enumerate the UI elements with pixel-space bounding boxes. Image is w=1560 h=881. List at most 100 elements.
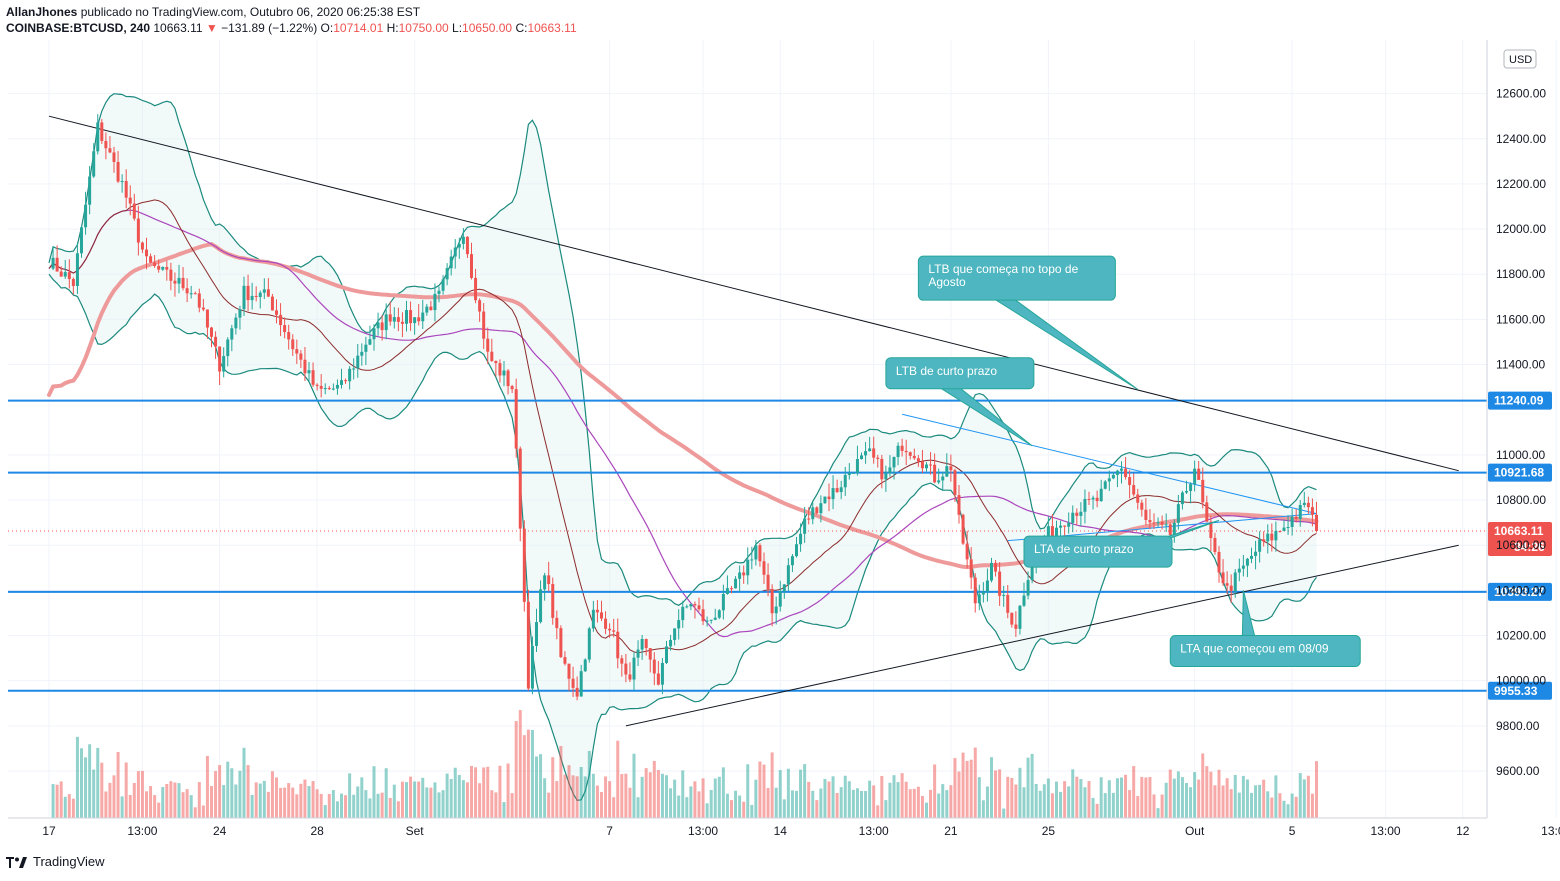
- candle-body: [1189, 484, 1193, 491]
- candle-body: [563, 657, 567, 664]
- candle-body: [1298, 505, 1302, 519]
- author-name[interactable]: AllanJhones: [6, 5, 78, 19]
- high-value: 10750.00: [398, 21, 449, 35]
- candle-body: [786, 565, 790, 585]
- volume-bar: [811, 790, 815, 818]
- candle-body: [482, 311, 486, 339]
- candle-body: [262, 289, 266, 293]
- candle-body: [595, 609, 599, 613]
- candle-body: [945, 466, 949, 477]
- candle-body: [583, 659, 587, 672]
- candle-body: [689, 603, 693, 607]
- volume-bar: [1014, 784, 1018, 818]
- candle-body: [254, 295, 258, 298]
- volume-bar: [88, 744, 92, 818]
- candle-body: [214, 336, 218, 347]
- close-label: C:: [515, 21, 528, 35]
- candle-body: [388, 314, 392, 322]
- candle-body: [413, 317, 417, 324]
- volume-bar: [1083, 787, 1087, 818]
- volume-bar: [482, 767, 486, 818]
- volume-bar: [441, 790, 445, 818]
- price-tick-label: 10200.00: [1496, 629, 1546, 643]
- tradingview-logo-icon: [6, 856, 27, 868]
- volume-bar: [717, 776, 721, 818]
- candle-body: [1164, 524, 1168, 526]
- level-label: 10393.27: [1494, 585, 1544, 599]
- candle-body: [1294, 516, 1298, 519]
- candle-body: [555, 617, 559, 629]
- volume-bar: [823, 778, 827, 818]
- volume-bar: [762, 764, 766, 818]
- candle-body: [888, 467, 892, 474]
- candle-body: [364, 344, 368, 352]
- grid-lines: [8, 40, 1557, 818]
- candle-body: [299, 353, 303, 360]
- candle-body: [1213, 538, 1217, 552]
- candle-body: [925, 464, 928, 469]
- volume-bar: [734, 790, 738, 818]
- volume-bar: [218, 765, 222, 818]
- volume-bar: [474, 767, 478, 818]
- volume-bar: [1002, 808, 1006, 818]
- candle-body: [100, 122, 104, 141]
- candle-body: [543, 575, 547, 590]
- level-label: 9955.33: [1494, 684, 1538, 698]
- candle-body: [624, 663, 628, 675]
- volume-bar: [803, 764, 807, 818]
- volume-bar: [571, 775, 575, 818]
- candle-body: [108, 148, 112, 153]
- candle-body: [189, 293, 193, 295]
- volume-bar: [1209, 771, 1213, 818]
- volume-bar: [1245, 779, 1249, 818]
- volume-bar: [754, 779, 758, 818]
- volume-bar: [429, 787, 433, 818]
- candle-body: [242, 285, 246, 310]
- time-tick-label: 7: [606, 824, 613, 838]
- volume-bar: [1306, 775, 1310, 818]
- volume-bar: [173, 782, 177, 818]
- volume-bar: [1254, 785, 1258, 818]
- volume-bar: [372, 766, 376, 818]
- level-tag: [1488, 463, 1552, 482]
- volume-bar: [847, 781, 851, 818]
- volume-bar: [246, 765, 250, 818]
- volume-bar: [1148, 776, 1152, 818]
- candle-body: [1315, 514, 1318, 531]
- volume-bar: [1229, 789, 1233, 818]
- candle-body: [400, 321, 404, 324]
- price-tick-label: 10800.00: [1496, 493, 1546, 507]
- candle-body: [311, 370, 315, 385]
- candle-body: [770, 588, 774, 614]
- candle-body: [185, 288, 189, 294]
- time-tick-label: 28: [310, 824, 324, 838]
- volume-bar: [360, 777, 364, 818]
- tradingview-logo[interactable]: TradingView: [6, 854, 105, 869]
- volume-bar: [189, 795, 193, 818]
- volume-bar: [1055, 781, 1058, 818]
- candle-body: [872, 448, 876, 458]
- candle-body: [250, 295, 254, 301]
- candle-body: [665, 646, 668, 663]
- candle-body: [1132, 485, 1136, 495]
- symbol-label[interactable]: COINBASE:BTCUSD, 240: [6, 21, 151, 35]
- volume-bar: [201, 805, 205, 818]
- volume-bar: [896, 782, 900, 818]
- candle-body: [441, 279, 445, 291]
- volume-bar: [405, 782, 408, 818]
- candle-body: [774, 606, 778, 614]
- volume-bar: [575, 776, 579, 818]
- candle-body: [908, 452, 912, 456]
- volume-bar: [193, 807, 197, 818]
- volume-bar: [965, 760, 969, 818]
- volume-bar: [543, 778, 547, 818]
- candle-body: [677, 620, 681, 629]
- change-value: −131.89 (−1.22%): [221, 21, 318, 35]
- candle-body: [1148, 520, 1152, 523]
- volume-bar: [782, 799, 786, 818]
- volume-bar: [335, 801, 339, 818]
- candle-body: [197, 293, 201, 308]
- volume-bar: [595, 785, 599, 818]
- volume-bar: [1038, 790, 1042, 818]
